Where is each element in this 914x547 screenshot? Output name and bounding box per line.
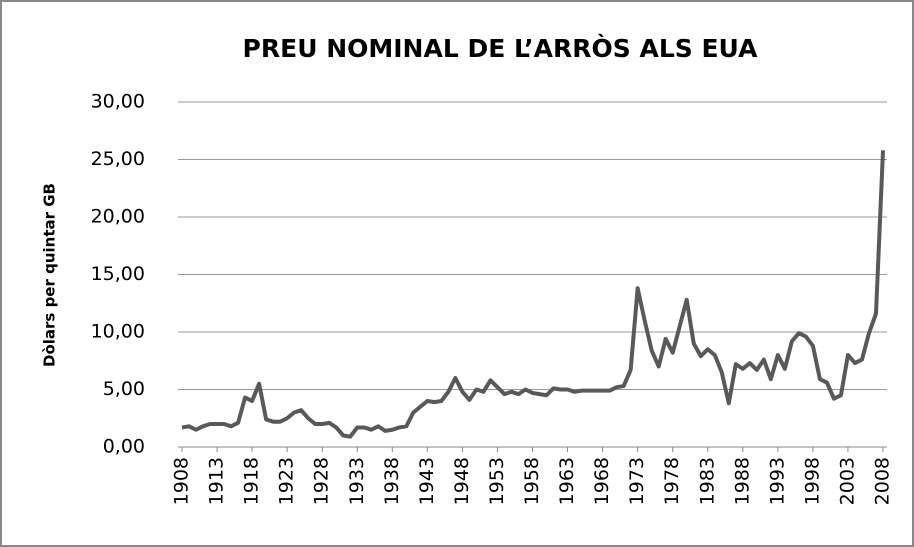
x-tick-label: 2003 bbox=[836, 457, 858, 505]
y-tick-label: 5,00 bbox=[103, 378, 145, 400]
x-tick-label: 1933 bbox=[346, 457, 368, 505]
x-tick-label: 1963 bbox=[556, 457, 578, 505]
y-axis-label: Dòlars per quintar GB bbox=[41, 183, 59, 367]
x-tick-label: 1953 bbox=[486, 457, 508, 505]
chart-title: PREU NOMINAL DE L’ARRÒS ALS EUA bbox=[243, 33, 759, 63]
x-tick-label: 1973 bbox=[626, 457, 648, 505]
x-tick-label: 1938 bbox=[381, 457, 403, 505]
x-tick-label: 1968 bbox=[591, 457, 613, 505]
x-tick-label: 1943 bbox=[416, 457, 438, 505]
y-tick-label: 10,00 bbox=[91, 321, 145, 343]
y-tick-label: 0,00 bbox=[103, 436, 145, 458]
x-tick-label: 1988 bbox=[731, 457, 753, 505]
y-tick-label: 15,00 bbox=[91, 263, 145, 285]
x-tick-label: 1913 bbox=[206, 457, 228, 505]
x-tick-label: 1998 bbox=[801, 457, 823, 505]
y-tick-label: 30,00 bbox=[91, 91, 145, 113]
x-tick-label: 1978 bbox=[661, 457, 683, 505]
x-tick-label: 2008 bbox=[872, 457, 894, 505]
y-tick-label: 25,00 bbox=[91, 148, 145, 170]
x-tick-label: 1928 bbox=[311, 457, 333, 505]
y-tick-label: 20,00 bbox=[91, 206, 145, 228]
x-tick-label: 1958 bbox=[521, 457, 543, 505]
line-series bbox=[181, 150, 885, 439]
x-tick-label: 1993 bbox=[766, 457, 788, 505]
x-tick-label: 1923 bbox=[276, 457, 298, 505]
x-tick-label: 1908 bbox=[171, 457, 193, 505]
x-tick-label: 1983 bbox=[696, 457, 718, 505]
x-tick-label: 1918 bbox=[241, 457, 263, 505]
x-tick-label: 1948 bbox=[451, 457, 473, 505]
